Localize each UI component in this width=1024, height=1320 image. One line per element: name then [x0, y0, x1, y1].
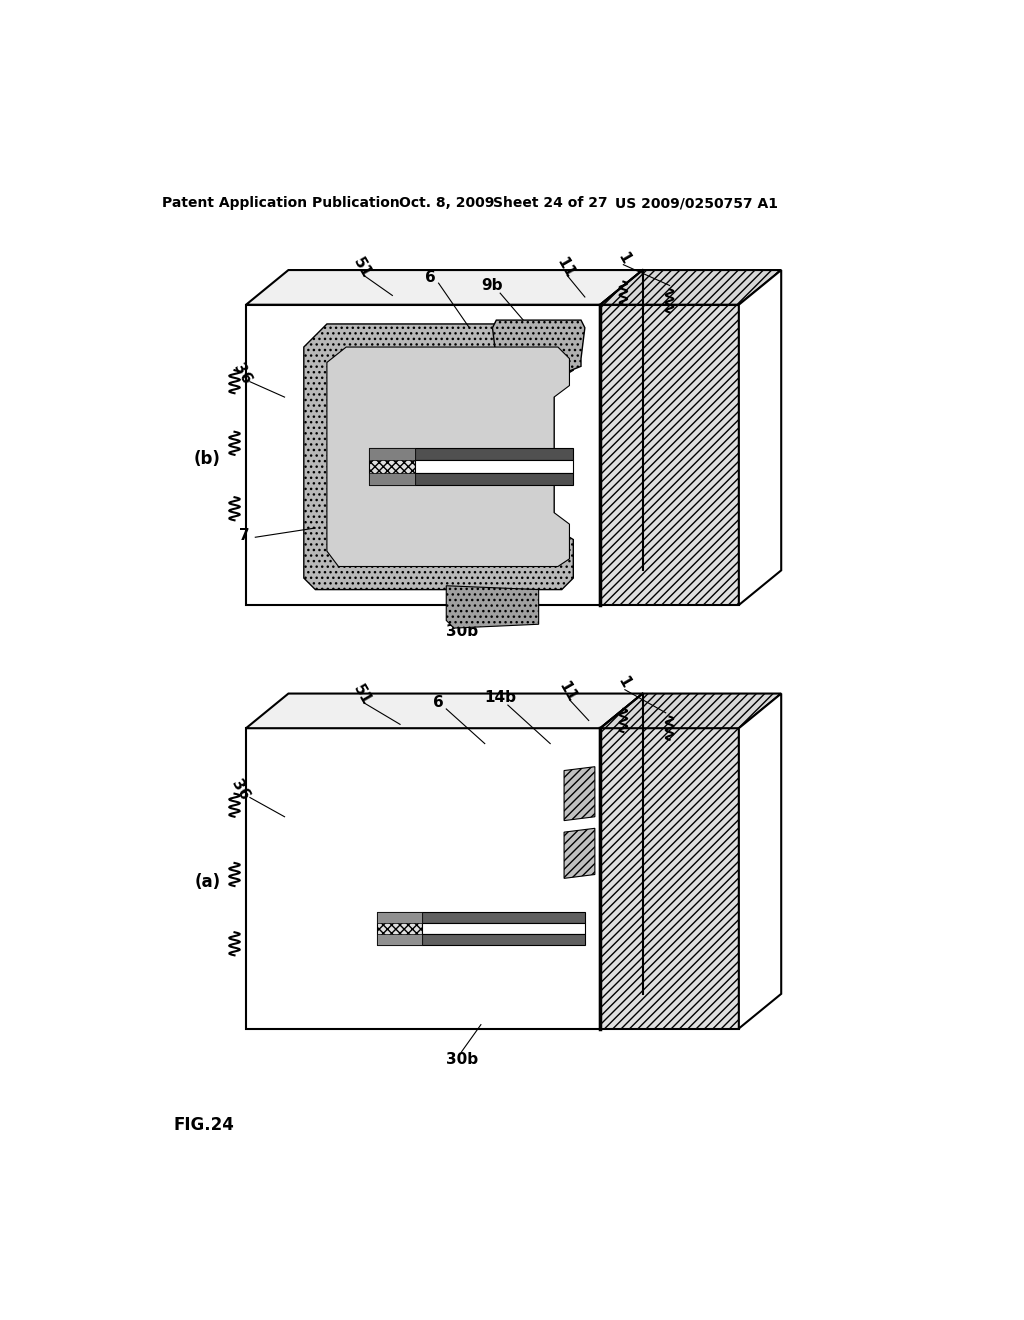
Text: 14b: 14b: [484, 690, 516, 705]
Polygon shape: [416, 473, 573, 484]
Text: 36: 36: [230, 360, 254, 387]
Polygon shape: [246, 729, 600, 1028]
Polygon shape: [493, 321, 585, 385]
Polygon shape: [246, 271, 643, 305]
Polygon shape: [600, 693, 781, 729]
Text: 11: 11: [555, 680, 579, 705]
Text: 30b: 30b: [445, 623, 478, 639]
Polygon shape: [370, 473, 416, 484]
Polygon shape: [370, 447, 416, 484]
Polygon shape: [370, 447, 416, 461]
Text: (b): (b): [195, 450, 221, 467]
Polygon shape: [422, 933, 585, 945]
Text: 51: 51: [350, 682, 374, 708]
Text: (a): (a): [195, 874, 220, 891]
Text: 7: 7: [240, 528, 250, 544]
Text: FIG.24: FIG.24: [173, 1115, 234, 1134]
Polygon shape: [377, 912, 422, 945]
Text: 1: 1: [614, 251, 633, 267]
Polygon shape: [564, 829, 595, 878]
Text: 30b: 30b: [445, 1052, 478, 1067]
Text: 9b: 9b: [481, 279, 503, 293]
Polygon shape: [422, 923, 585, 933]
Text: 11: 11: [554, 255, 578, 281]
Polygon shape: [246, 305, 600, 605]
Text: Patent Application Publication: Patent Application Publication: [162, 197, 399, 210]
Polygon shape: [377, 912, 422, 923]
Polygon shape: [600, 305, 739, 605]
Polygon shape: [446, 586, 539, 628]
Text: US 2009/0250757 A1: US 2009/0250757 A1: [615, 197, 778, 210]
Polygon shape: [246, 693, 643, 729]
Polygon shape: [600, 729, 739, 1028]
Polygon shape: [377, 933, 422, 945]
Polygon shape: [739, 271, 781, 605]
Polygon shape: [739, 693, 781, 1028]
Polygon shape: [422, 912, 585, 923]
Text: Oct. 8, 2009: Oct. 8, 2009: [398, 197, 494, 210]
Text: 36: 36: [228, 776, 253, 803]
Text: 6: 6: [433, 696, 444, 710]
Polygon shape: [600, 271, 781, 305]
Text: Sheet 24 of 27: Sheet 24 of 27: [493, 197, 607, 210]
Text: 51: 51: [350, 255, 374, 281]
Polygon shape: [304, 323, 573, 590]
Text: 6: 6: [426, 271, 436, 285]
Polygon shape: [416, 447, 573, 461]
Polygon shape: [416, 461, 573, 473]
Polygon shape: [327, 347, 569, 566]
Polygon shape: [564, 767, 595, 821]
Text: 1: 1: [614, 673, 633, 690]
